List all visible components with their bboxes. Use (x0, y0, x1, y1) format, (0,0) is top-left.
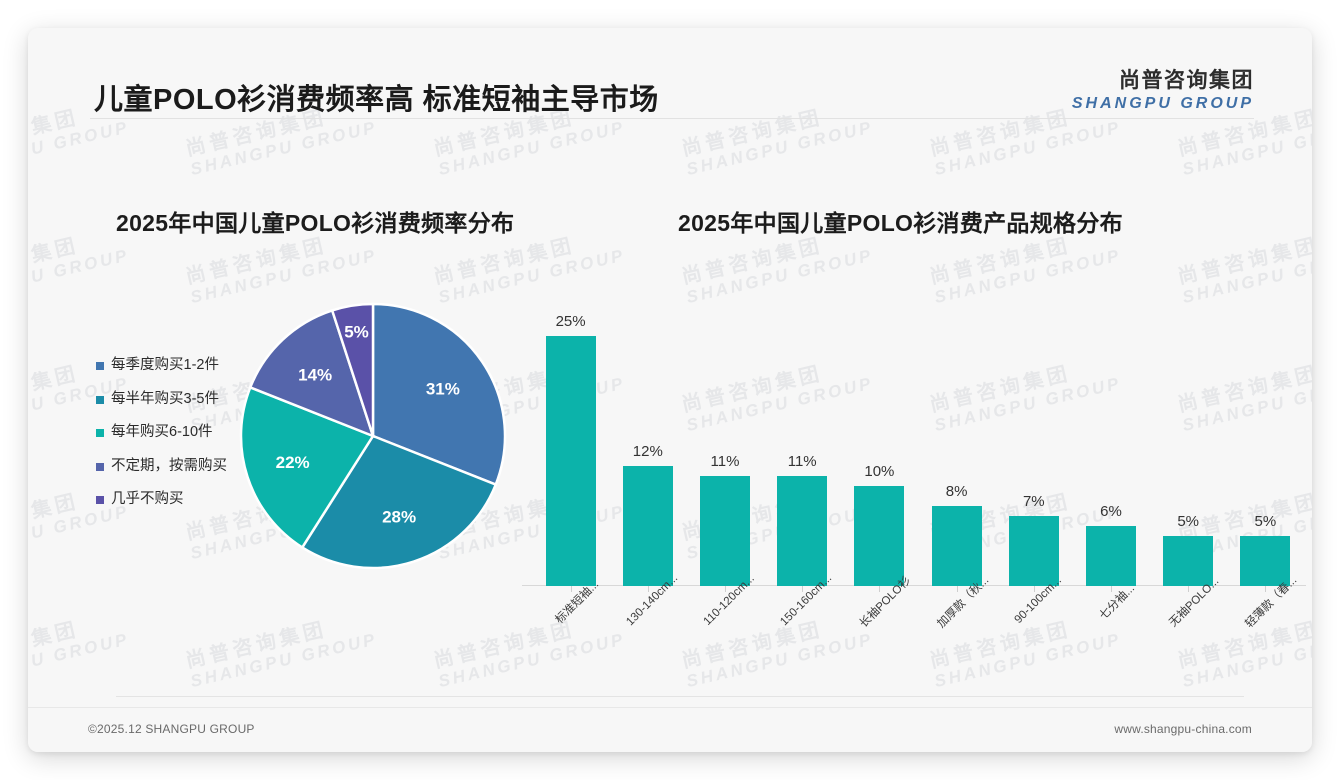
bar-column[interactable]: 11% (700, 453, 750, 586)
header-divider (90, 118, 1254, 119)
axis-tick (1188, 586, 1190, 592)
bar-rect[interactable] (1086, 526, 1136, 586)
bar-column[interactable]: 6% (1086, 503, 1136, 586)
pie-chart-panel: 每季度购买1-2件 每半年购买3-5件 每年购买6-10件 不定期，按需购买 几乎不购买… (68, 278, 528, 638)
slide-header: 儿童POLO衫消费频率高 标准短袖主导市场 尚普咨询集团 SHANGPU GRO… (28, 28, 1312, 120)
legend-swatch-icon (96, 496, 104, 505)
axis-tick (879, 586, 881, 592)
pie-chart-legend: 每季度购买1-2件 每半年购买3-5件 每年购买6-10件 不定期，按需购买 几乎不购买 (96, 356, 246, 524)
pie-slice[interactable] (371, 302, 507, 487)
axis-tick (1111, 586, 1112, 592)
footer-copyright: ©2025.12 SHANGPU GROUP (88, 722, 255, 736)
bar-column[interactable]: 12% (622, 443, 673, 586)
bar-column[interactable]: 5% (1163, 513, 1214, 586)
pie-slice-value-label: 22% (276, 453, 310, 472)
legend-item-label: 每季度购买1-2件 (111, 357, 219, 373)
footnote-divider (116, 696, 1244, 697)
bar-rect[interactable] (1240, 536, 1291, 586)
bar-rect[interactable] (700, 476, 750, 586)
logo-english-text: SHANGPU GROUP (1071, 95, 1254, 112)
bar-rect[interactable] (931, 506, 982, 586)
logo-chinese-text: 尚普咨询集团 (1119, 69, 1254, 92)
axis-tick (570, 586, 572, 592)
bar-column[interactable]: 11% (777, 453, 828, 586)
legend-item[interactable]: 每年购买6-10件 (96, 423, 246, 443)
bar-value-label: 6% (1100, 503, 1122, 520)
bar-chart-title: 2025年中国儿童POLO衫消费产品规格分布 (678, 210, 1123, 236)
brand-logo: 尚普咨询集团 SHANGPU GROUP (1072, 64, 1254, 113)
pie-slice-value-label: 31% (426, 380, 460, 399)
slide-footer: ©2025.12 SHANGPU GROUP www.shangpu-china… (28, 707, 1312, 752)
bar-column[interactable]: 8% (931, 483, 982, 586)
bar-value-label: 5% (1254, 513, 1277, 530)
legend-swatch-icon (96, 429, 104, 438)
legend-swatch-icon (96, 395, 104, 404)
axis-tick (1265, 586, 1267, 592)
legend-item[interactable]: 几乎不购买 (96, 490, 246, 510)
bar-value-label: 11% (710, 453, 740, 470)
axis-tick (1033, 586, 1035, 592)
page-title: 儿童POLO衫消费频率高 标准短袖主导市场 (94, 84, 659, 116)
pie-chart-graphic: 31% 28% 22% 14% 5% (239, 302, 507, 570)
pie-slice-value-label: 14% (298, 365, 332, 384)
bar-value-label: 5% (1177, 513, 1200, 530)
legend-item-label: 几乎不购买 (111, 491, 184, 508)
legend-item[interactable]: 每半年购买3-5件 (96, 390, 246, 410)
legend-item-label: 每年购买6-10件 (111, 424, 213, 441)
footer-website[interactable]: www.shangpu-china.com (1114, 722, 1252, 736)
bar-chart-axis-line (522, 585, 1306, 586)
bar-column[interactable]: 10% (854, 463, 905, 586)
bar-category-label: 七分袖... (1097, 582, 1138, 623)
legend-item[interactable]: 不定期，按需购买 (96, 457, 246, 477)
bar-value-label: 10% (864, 463, 895, 480)
pie-slice-value-label: 28% (382, 507, 416, 526)
pie-slice[interactable] (330, 302, 375, 437)
legend-swatch-icon (96, 462, 104, 471)
pie-slice-value-label: 5% (344, 323, 369, 342)
legend-swatch-icon (96, 362, 104, 370)
axis-tick (647, 586, 649, 592)
bar-value-label: 8% (945, 483, 968, 500)
axis-tick (956, 586, 958, 592)
bar-value-label: 11% (787, 453, 817, 470)
bar-chart-panel: 25% 标准短袖... 12% 130-140cm... 11% 110-120cm...… (514, 278, 1312, 658)
pie-slice[interactable] (239, 385, 375, 550)
bar-value-label: 7% (1022, 493, 1045, 510)
slide-canvas: 尚普咨询集团 SHANGPU GROUP 尚普咨询集团 SHANGPU GROUP 尚普… (28, 28, 1312, 752)
bar-rect[interactable] (854, 486, 905, 586)
bar-column[interactable]: 5% (1240, 513, 1291, 586)
bar-value-label: 12% (632, 443, 663, 460)
legend-item-label: 每半年购买3-5件 (111, 390, 219, 407)
bar-rect[interactable] (777, 476, 828, 586)
axis-tick (802, 586, 804, 592)
bar-value-label: 25% (555, 313, 586, 330)
bar-rect[interactable] (545, 336, 596, 586)
bar-column[interactable]: 7% (1008, 493, 1059, 586)
bar-column[interactable]: 25% (545, 313, 596, 586)
pie-chart-title: 2025年中国儿童POLO衫消费频率分布 (116, 210, 515, 236)
axis-tick (725, 586, 726, 592)
bar-rect[interactable] (1163, 536, 1214, 586)
bar-rect[interactable] (1008, 516, 1059, 586)
pie-slice[interactable] (300, 434, 498, 570)
legend-item[interactable]: 每季度购买1-2件 (96, 356, 246, 376)
bar-rect[interactable] (622, 466, 673, 586)
legend-item-label: 不定期，按需购买 (111, 457, 227, 474)
